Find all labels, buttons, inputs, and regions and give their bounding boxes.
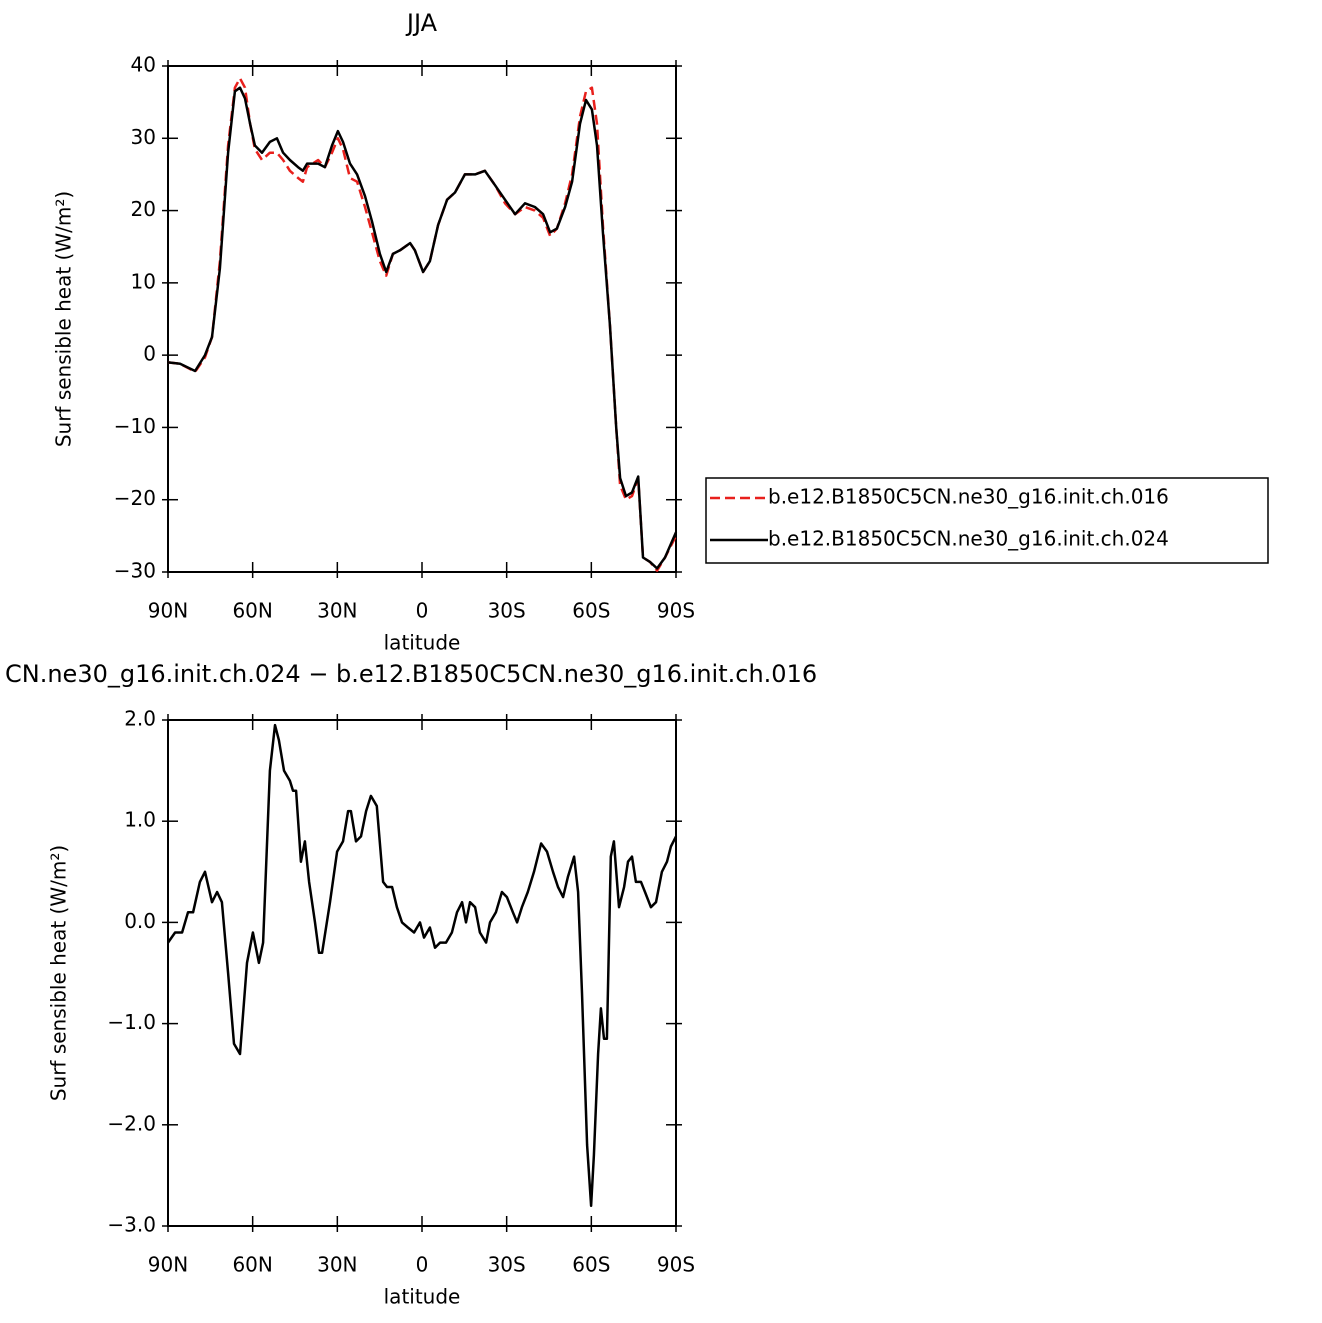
x-tick-label: 90S bbox=[657, 1253, 695, 1277]
y-tick-label: −10 bbox=[114, 414, 156, 438]
x-tick-label: 90N bbox=[148, 599, 188, 623]
x-tick-label: 0 bbox=[416, 1253, 429, 1277]
x-tick-label: 30S bbox=[488, 599, 526, 623]
y-tick-label: 20 bbox=[131, 197, 156, 221]
y-tick-label: 0.0 bbox=[124, 909, 156, 933]
y-tick-label: 2.0 bbox=[124, 707, 156, 731]
data-line bbox=[167, 86, 678, 570]
plot-frame bbox=[167, 65, 677, 573]
y-tick-label: 30 bbox=[131, 125, 156, 149]
x-tick-label: 30S bbox=[488, 1253, 526, 1277]
x-axis-label: latitude bbox=[384, 1285, 461, 1309]
legend-label: b.e12.B1850C5CN.ne30_g16.init.ch.024 bbox=[768, 527, 1169, 551]
y-tick-label: −3.0 bbox=[107, 1213, 156, 1237]
y-tick-label: −20 bbox=[114, 486, 156, 510]
y-tick-label: −2.0 bbox=[107, 1111, 156, 1135]
x-tick-label: 30N bbox=[317, 1253, 357, 1277]
x-tick-label: 0 bbox=[416, 599, 429, 623]
y-tick-label: −1.0 bbox=[107, 1010, 156, 1034]
x-tick-label: 90S bbox=[657, 599, 695, 623]
x-axis-label: latitude bbox=[384, 631, 461, 655]
x-tick-label: 30N bbox=[317, 599, 357, 623]
y-axis-label: Surf sensible heat (W/m²) bbox=[47, 845, 71, 1101]
legend-label: b.e12.B1850C5CN.ne30_g16.init.ch.016 bbox=[768, 485, 1169, 509]
x-tick-label: 60S bbox=[572, 599, 610, 623]
chart-title: CN.ne30_g16.init.ch.024 − b.e12.B1850C5C… bbox=[5, 660, 817, 688]
chart-title: JJA bbox=[405, 9, 438, 37]
plot-frame bbox=[167, 719, 677, 1227]
y-tick-label: −30 bbox=[114, 559, 156, 583]
y-tick-label: 1.0 bbox=[124, 808, 156, 832]
y-tick-label: 0 bbox=[143, 342, 156, 366]
data-line bbox=[166, 723, 678, 1208]
x-tick-label: 60N bbox=[232, 1253, 272, 1277]
x-tick-label: 90N bbox=[148, 1253, 188, 1277]
y-tick-label: 10 bbox=[131, 269, 156, 293]
legend-box bbox=[705, 477, 1269, 564]
x-tick-label: 60S bbox=[572, 1253, 610, 1277]
y-tick-label: 40 bbox=[131, 53, 156, 77]
y-axis-label: Surf sensible heat (W/m²) bbox=[52, 191, 76, 447]
x-tick-label: 60N bbox=[232, 599, 272, 623]
data-line bbox=[167, 77, 678, 572]
